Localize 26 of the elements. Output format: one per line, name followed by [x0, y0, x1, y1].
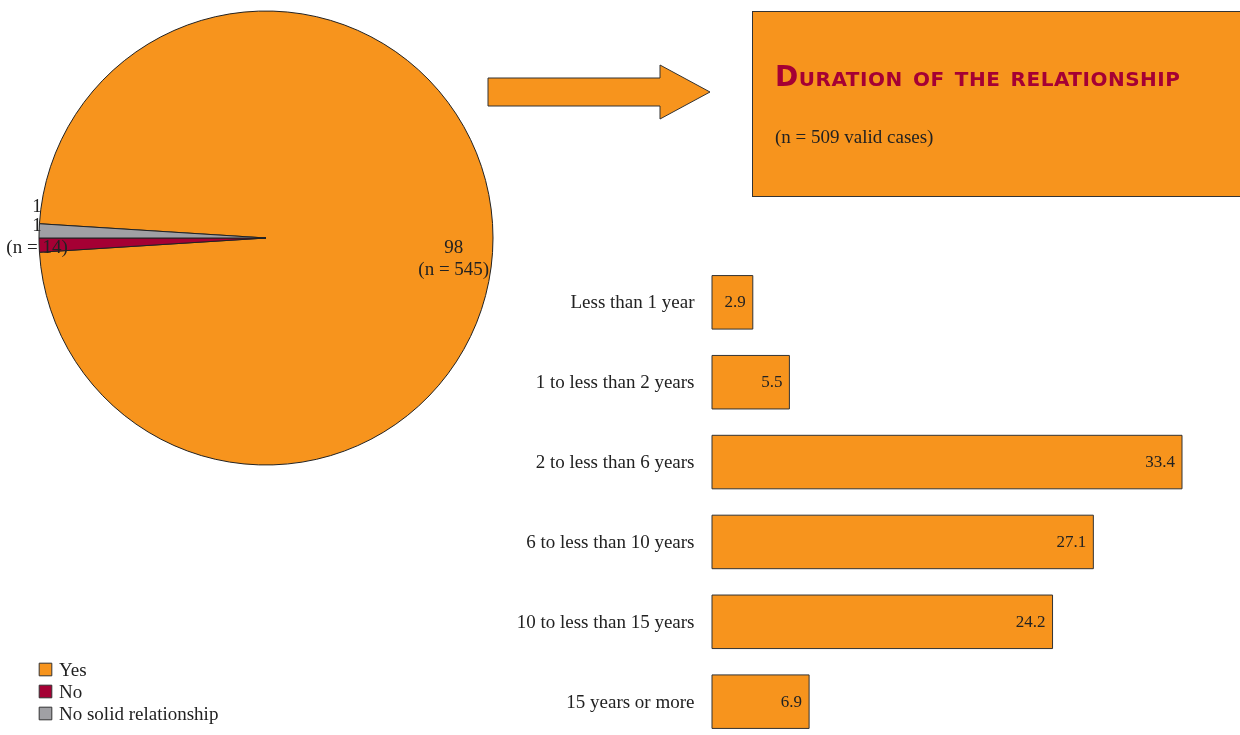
- data-label: 27.1: [1056, 531, 1087, 551]
- bar: [711, 354, 790, 410]
- y-tick-label: 1 to less than 2 years: [535, 371, 695, 393]
- data-label: 2.9: [724, 292, 746, 312]
- data-label: 6.9: [780, 691, 803, 711]
- y-tick-label: 15 years or more: [566, 690, 695, 712]
- bar: [711, 674, 810, 729]
- chart-subtitle: (n = 509 valid cases): [775, 126, 934, 148]
- chart-title: Duration of the relationship: [775, 60, 1181, 93]
- data-label: 5.5: [761, 372, 783, 392]
- legend-label: No: [59, 680, 83, 702]
- legend-label: Yes: [59, 658, 87, 680]
- text: (n = 545): [418, 258, 490, 280]
- y-tick-label: 6 to less than 10 years: [526, 530, 695, 552]
- bar: [711, 594, 1054, 650]
- y-tick-label: 10 to less than 15 years: [516, 610, 695, 632]
- legend-label: No solid relationship: [59, 702, 219, 724]
- bar: [711, 275, 754, 330]
- data-label: 98: [444, 236, 464, 257]
- data-label: 1: [32, 195, 42, 217]
- data-label: 33.4: [1145, 452, 1176, 472]
- data-label: 24.2: [1015, 611, 1046, 631]
- y-tick-label: 2 to less than 6 years: [535, 451, 695, 473]
- y-tick-label: Less than 1 year: [570, 291, 696, 313]
- bar: [711, 434, 1183, 490]
- bar: [711, 514, 1094, 570]
